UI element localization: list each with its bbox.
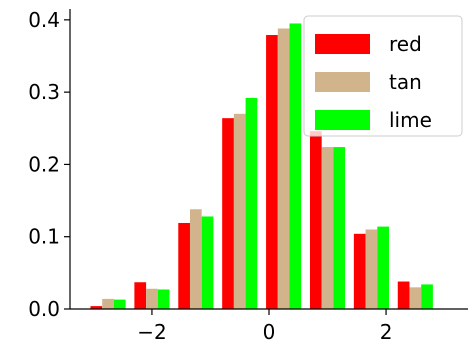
legend: red tan lime: [303, 15, 463, 137]
y-tick-label: 0.4: [28, 8, 60, 32]
bar-lime-7: [421, 284, 433, 309]
y-tick-label: 0.1: [28, 225, 60, 249]
bar-tan-6: [365, 229, 378, 309]
y-tick-label: 0.2: [28, 152, 60, 176]
x-tick-label: −2: [137, 320, 166, 344]
bar-red-5: [309, 131, 322, 309]
bar-red-2: [178, 222, 190, 309]
bar-red-7: [397, 281, 410, 309]
bar-tan-7: [409, 287, 422, 309]
axes: 0.0 0.1 0.2 0.3 0.4 −2 0 2: [28, 8, 468, 344]
plot-area: [90, 23, 433, 310]
bar-lime-6: [377, 226, 389, 309]
bar-lime-0: [113, 299, 126, 309]
legend-label-lime: lime: [389, 108, 432, 132]
legend-label-tan: tan: [389, 70, 422, 94]
bar-tan-0: [102, 298, 114, 309]
bar-tan-2: [189, 209, 202, 309]
x-tick-label: 2: [380, 320, 393, 344]
bar-lime-2: [201, 216, 214, 309]
y-tick-label: 0.3: [28, 80, 60, 104]
bar-tan-3: [233, 113, 246, 309]
bar-lime-1: [157, 289, 170, 309]
bar-red-1: [134, 282, 147, 309]
bar-lime-4: [289, 23, 302, 310]
series-red: [90, 35, 410, 310]
bar-lime-5: [333, 147, 346, 309]
legend-label-red: red: [389, 32, 422, 56]
series-tan: [102, 28, 422, 310]
bar-red-3: [222, 118, 234, 310]
legend-swatch-lime: [315, 110, 370, 130]
bar-tan-4: [277, 28, 290, 310]
x-tick-label: 0: [263, 320, 276, 344]
bar-red-0: [90, 306, 103, 309]
bar-tan-1: [146, 288, 158, 309]
legend-swatch-red: [315, 34, 370, 54]
bar-red-4: [266, 35, 278, 309]
bar-red-6: [353, 233, 366, 309]
y-tick-label: 0.0: [28, 297, 60, 321]
bar-lime-3: [245, 97, 258, 309]
series-lime: [113, 23, 433, 310]
legend-swatch-tan: [315, 72, 370, 92]
bar-tan-5: [321, 147, 334, 309]
